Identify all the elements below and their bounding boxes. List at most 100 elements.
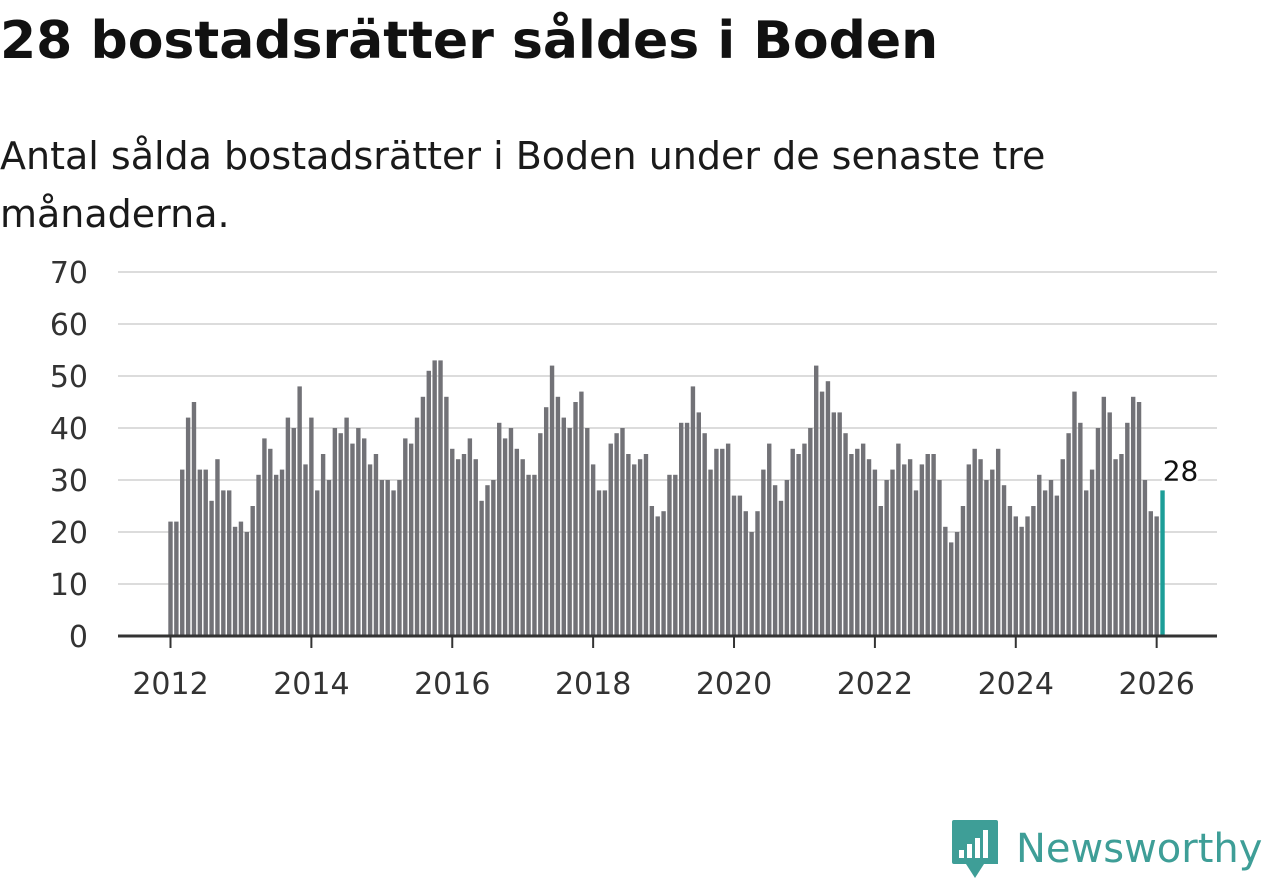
bar	[573, 402, 578, 636]
bar	[1084, 490, 1089, 636]
bars	[168, 360, 1165, 636]
bar	[913, 490, 919, 636]
bar	[185, 417, 191, 636]
bar	[725, 443, 731, 636]
chart-title: 28 bostadsrätter såldes i Boden	[0, 11, 939, 71]
bar	[808, 428, 813, 636]
bar	[937, 480, 942, 636]
bar	[637, 459, 643, 636]
bar	[802, 443, 807, 636]
bar	[1019, 526, 1024, 636]
bar	[338, 433, 343, 636]
bar	[1048, 480, 1054, 636]
bar	[855, 448, 860, 636]
latest-value-label: 28	[1163, 454, 1199, 487]
x-axis-ticks: 2012 2014 2016 2018 2020 2022 2024 2026	[132, 636, 1195, 702]
bar	[925, 454, 930, 636]
bar	[608, 443, 613, 636]
bar	[561, 417, 566, 636]
bar	[549, 365, 555, 636]
bar	[990, 469, 995, 636]
bar	[309, 417, 314, 636]
newsworthy-logo-text: Newsworthy	[1016, 826, 1262, 872]
bar	[350, 443, 355, 636]
bar	[772, 485, 778, 636]
bar	[884, 480, 889, 636]
bar	[555, 396, 561, 636]
bar	[890, 469, 895, 636]
bar	[743, 511, 748, 636]
bar	[532, 474, 537, 636]
x-tick-label-2014: 2014	[273, 667, 349, 702]
y-tick-label-40: 40	[50, 412, 88, 447]
bar	[737, 495, 743, 636]
bar	[649, 506, 655, 636]
bar	[520, 459, 525, 636]
bar	[690, 386, 696, 636]
bar	[872, 469, 878, 636]
y-tick-label-10: 10	[50, 568, 88, 603]
bar	[667, 474, 672, 636]
bar	[1101, 396, 1107, 636]
bar	[579, 391, 584, 636]
bar	[620, 428, 625, 636]
bar	[508, 428, 514, 636]
bar	[696, 412, 701, 636]
bar	[931, 454, 936, 636]
bar	[1136, 402, 1142, 636]
bar	[385, 480, 390, 636]
bar	[197, 469, 203, 636]
bar	[1025, 516, 1030, 636]
bar	[491, 480, 496, 636]
bar	[238, 521, 244, 636]
bar	[326, 480, 332, 636]
bar	[755, 511, 760, 636]
x-tick-label-2012: 2012	[132, 667, 208, 702]
bar	[244, 532, 250, 636]
bar	[995, 448, 1001, 636]
bar	[896, 443, 901, 636]
bar	[273, 474, 279, 636]
bar	[1095, 428, 1101, 636]
bar	[303, 464, 308, 636]
bar	[256, 474, 261, 636]
bar	[391, 490, 396, 636]
bar	[455, 459, 461, 636]
x-tick-label-2018: 2018	[555, 667, 631, 702]
bar	[984, 480, 989, 636]
bar	[332, 428, 338, 636]
bar	[819, 391, 825, 636]
bar	[778, 500, 784, 636]
bar	[825, 381, 831, 636]
bar	[1119, 454, 1124, 636]
bar	[714, 448, 719, 636]
bar	[291, 428, 296, 636]
bar	[602, 490, 608, 636]
bar	[379, 480, 385, 636]
bar	[767, 443, 772, 636]
bar	[614, 433, 619, 636]
bar	[1001, 485, 1007, 636]
bar	[479, 500, 484, 636]
x-tick-label-2022: 2022	[837, 667, 913, 702]
y-axis-labels: 0 10 20 30 40 50 60 70	[50, 256, 88, 655]
bar	[250, 506, 255, 636]
bar	[450, 448, 455, 636]
bar	[1142, 480, 1148, 636]
bar	[949, 542, 954, 636]
y-tick-label-50: 50	[50, 360, 88, 395]
y-tick-label-0: 0	[69, 620, 88, 655]
bar	[907, 459, 913, 636]
bar	[215, 459, 220, 636]
bar	[203, 469, 208, 636]
bar	[473, 459, 478, 636]
bar	[221, 490, 226, 636]
bar	[373, 454, 379, 636]
bar	[502, 438, 508, 636]
bar	[978, 459, 983, 636]
bar	[1060, 459, 1065, 636]
bar	[1148, 511, 1153, 636]
bar	[526, 474, 531, 636]
bar	[796, 454, 801, 636]
